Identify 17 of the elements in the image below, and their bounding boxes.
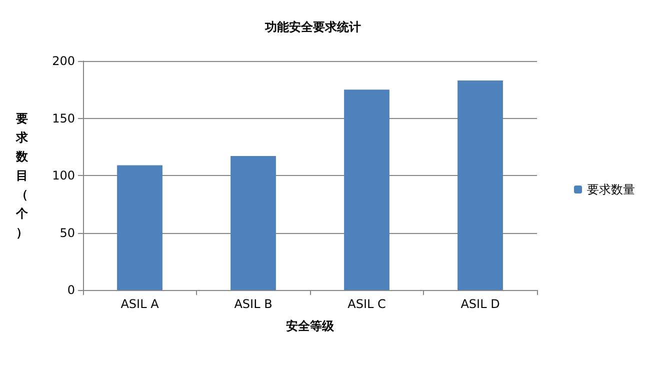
legend-label: 要求数量 (587, 182, 635, 196)
y-tick-label: 0 (67, 283, 75, 297)
bar (117, 165, 162, 290)
y-tick-label: 50 (60, 226, 75, 240)
x-axis-title: 安全等级 (286, 319, 335, 333)
bar (230, 156, 276, 290)
y-tick-label: 200 (52, 54, 75, 68)
bar (344, 90, 390, 290)
y-axis-title: 要求数目（个） (15, 112, 29, 240)
chart-title: 功能安全要求统计 (264, 20, 361, 34)
bar (458, 80, 503, 290)
x-tick-label: ASIL C (348, 297, 386, 311)
x-tick-label: ASIL A (120, 297, 160, 311)
y-tick-label: 100 (52, 168, 75, 182)
x-tick-label: ASIL D (460, 297, 500, 311)
x-tick-label: ASIL B (234, 297, 272, 311)
y-tick-label: 150 (52, 111, 75, 126)
